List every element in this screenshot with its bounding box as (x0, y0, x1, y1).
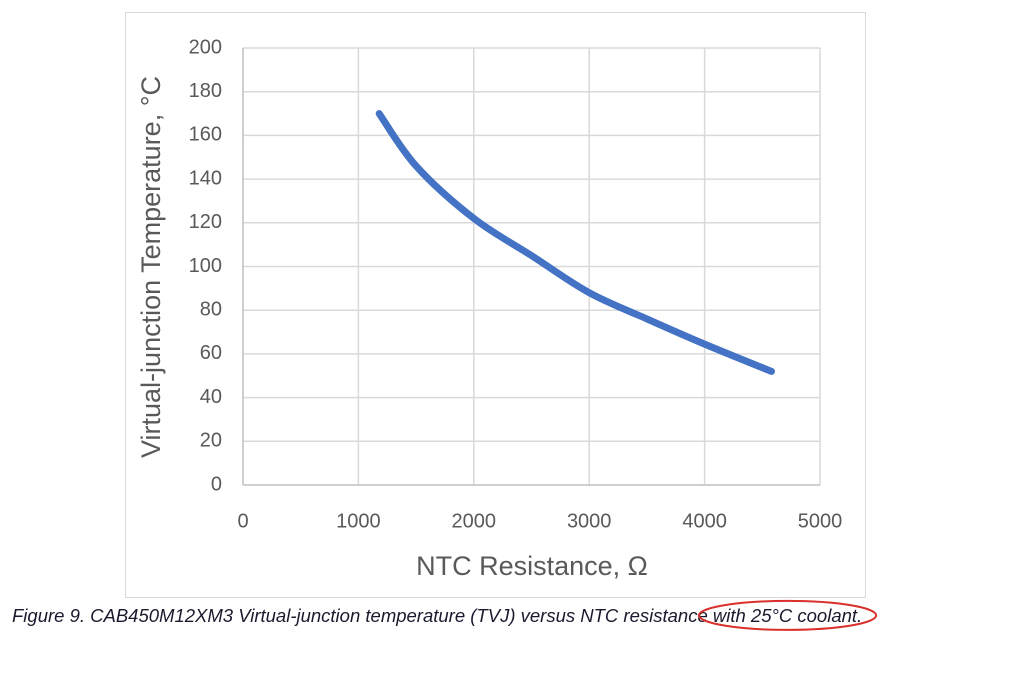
x-tick-label: 1000 (336, 510, 381, 532)
y-tick-label: 40 (200, 386, 222, 408)
x-tick-label: 5000 (798, 510, 843, 532)
x-tick-label: 2000 (452, 510, 497, 532)
y-tick-label: 200 (189, 36, 222, 58)
caption: Figure 9. CAB450M12XM3 Virtual-junction … (12, 605, 862, 626)
x-tick-label: 3000 (567, 510, 612, 532)
x-tick-label: 4000 (682, 510, 727, 532)
y-tick-label: 20 (200, 430, 222, 452)
x-axis-title: NTC Resistance, Ω (416, 551, 648, 581)
chart-frame (125, 12, 866, 598)
caption-highlight: with 25°C coolant. (713, 605, 862, 626)
y-tick-label: 0 (211, 473, 222, 495)
data-line (375, 110, 775, 375)
y-tick-label: 180 (189, 80, 222, 102)
highlight-ellipse (697, 599, 878, 631)
y-tick-label: 60 (200, 342, 222, 364)
y-tick-label: 160 (189, 124, 222, 146)
y-tick-label: 100 (189, 255, 222, 277)
x-tick-label: 0 (237, 510, 248, 532)
y-tick-label: 140 (189, 167, 222, 189)
y-tick-label: 120 (189, 211, 222, 233)
y-tick-label: 80 (200, 298, 222, 320)
caption-text: Figure 9. CAB450M12XM3 Virtual-junction … (12, 605, 708, 626)
y-axis-title: Virtual-junction Temperature, °C (136, 76, 166, 458)
